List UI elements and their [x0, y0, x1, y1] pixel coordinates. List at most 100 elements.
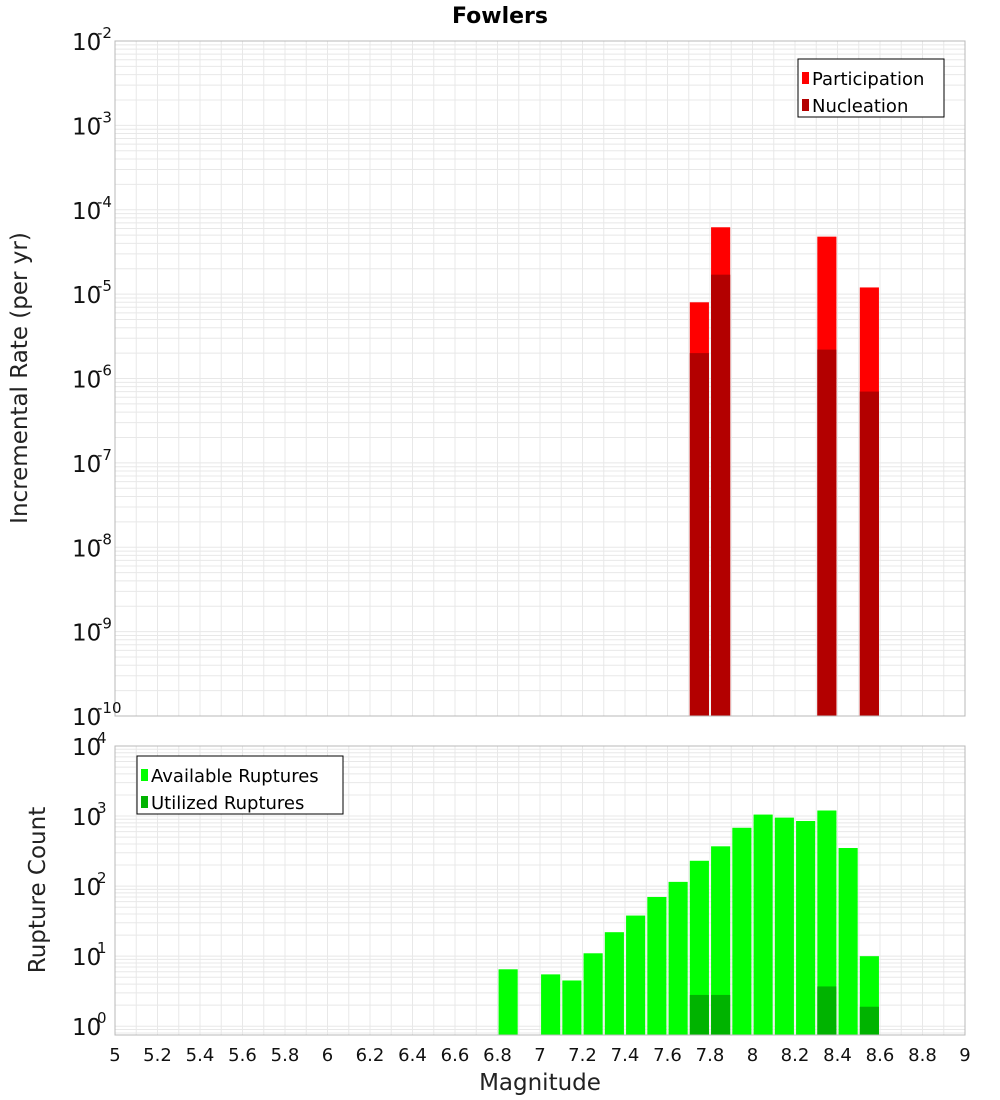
- y-tick-label: 102: [72, 869, 107, 901]
- available-bar: [838, 848, 858, 1035]
- y-tick-exponent: -5: [97, 277, 112, 295]
- x-tick-label: 7.2: [568, 1045, 597, 1066]
- y-tick-exponent: -10: [97, 699, 122, 717]
- legend-label: Nucleation: [812, 96, 908, 117]
- y-tick-label: 10-7: [72, 446, 112, 478]
- y-tick-exponent: 1: [97, 939, 107, 957]
- y-tick-exponent: 0: [97, 1009, 107, 1027]
- available-bar: [626, 915, 646, 1035]
- available-bar: [604, 932, 624, 1035]
- y-tick-base: 10: [72, 705, 101, 731]
- available-bar: [562, 980, 582, 1035]
- rates-y-axis-label: Incremental Rate (per yr): [7, 232, 33, 524]
- x-tick-label: 6.8: [483, 1045, 512, 1066]
- y-tick-exponent: -2: [97, 24, 112, 42]
- legend: Participation Nucleation: [797, 58, 945, 118]
- y-tick-label: 10-6: [72, 362, 112, 394]
- available-bar: [817, 810, 837, 1035]
- y-tick-base: 10: [72, 536, 101, 562]
- y-tick-label: 10-10: [72, 699, 122, 731]
- x-tick-label: 5.6: [228, 1045, 257, 1066]
- chart-title: Fowlers: [452, 4, 548, 29]
- x-tick-label: 7.4: [611, 1045, 640, 1066]
- available-bar: [498, 969, 518, 1035]
- y-tick-label: 10-8: [72, 530, 112, 562]
- y-tick-exponent: -7: [97, 446, 112, 464]
- x-tick-label: 6.6: [441, 1045, 470, 1066]
- legend-swatch: [802, 72, 809, 84]
- y-tick-label: 103: [72, 799, 107, 831]
- y-tick-base: 10: [72, 30, 101, 56]
- y-tick-label: 100: [72, 1009, 107, 1041]
- y-tick-exponent: 2: [97, 869, 107, 887]
- counts-y-axis-label: Rupture Count: [25, 807, 51, 973]
- x-tick-label: 5.4: [186, 1045, 215, 1066]
- x-tick-label: 7: [534, 1045, 545, 1066]
- available-bar: [796, 821, 816, 1035]
- y-tick-base: 10: [72, 735, 101, 761]
- nucleation-bar: [859, 391, 879, 716]
- x-tick-label: 8.8: [908, 1045, 937, 1066]
- y-tick-exponent: -8: [97, 530, 112, 548]
- rates-plot: 10-1010-910-810-710-610-510-410-310-2Par…: [72, 24, 966, 731]
- y-tick-exponent: -4: [97, 193, 112, 211]
- y-tick-base: 10: [72, 805, 101, 831]
- nucleation-bar: [817, 349, 837, 716]
- legend-label: Participation: [812, 69, 924, 90]
- legend-label: Available Ruptures: [151, 766, 319, 787]
- legend: Available Ruptures Utilized Ruptures: [136, 755, 344, 815]
- y-tick-label: 10-3: [72, 108, 112, 140]
- x-tick-label: 6.2: [356, 1045, 385, 1066]
- x-tick-label: 8.6: [866, 1045, 895, 1066]
- utilized-bar: [689, 994, 709, 1035]
- utilized-bar: [859, 1006, 879, 1035]
- available-bar: [732, 827, 752, 1035]
- legend-label: Utilized Ruptures: [151, 793, 304, 814]
- y-tick-label: 104: [72, 729, 107, 761]
- y-tick-base: 10: [72, 199, 101, 225]
- legend-swatch: [141, 769, 148, 781]
- y-tick-base: 10: [72, 368, 101, 394]
- x-axis-label: Magnitude: [479, 1070, 601, 1096]
- available-bar: [583, 953, 603, 1035]
- x-tick-label: 6: [322, 1045, 333, 1066]
- y-tick-exponent: -6: [97, 362, 112, 380]
- x-tick-label: 8.4: [823, 1045, 852, 1066]
- available-bar: [541, 974, 561, 1035]
- y-tick-base: 10: [72, 621, 101, 647]
- y-tick-base: 10: [72, 945, 101, 971]
- y-tick-exponent: 4: [97, 729, 107, 747]
- x-tick-label: 8: [747, 1045, 758, 1066]
- legend-swatch: [141, 796, 148, 808]
- utilized-bar: [711, 994, 731, 1035]
- y-tick-label: 101: [72, 939, 107, 971]
- x-tick-label: 5: [109, 1045, 120, 1066]
- plot-frame: [114, 745, 966, 1036]
- y-tick-base: 10: [72, 875, 101, 901]
- x-tick-label: 8.2: [781, 1045, 810, 1066]
- x-tick-label: 9: [959, 1045, 970, 1066]
- legend-box: [797, 58, 945, 118]
- x-tick-label: 5.8: [271, 1045, 300, 1066]
- y-tick-exponent: -9: [97, 615, 112, 633]
- y-tick-label: 10-5: [72, 277, 112, 309]
- available-bar: [668, 881, 688, 1035]
- nucleation-bar: [711, 274, 731, 716]
- x-tick-label: 5.2: [143, 1045, 172, 1066]
- available-bar: [753, 814, 773, 1035]
- utilized-bar: [817, 986, 837, 1035]
- x-tick-label: 7.6: [653, 1045, 682, 1066]
- y-tick-base: 10: [72, 114, 101, 140]
- legend-box: [136, 755, 344, 815]
- y-tick-label: 10-2: [72, 24, 112, 56]
- nucleation-bar: [689, 353, 709, 716]
- y-tick-exponent: 3: [97, 799, 107, 817]
- available-bar: [711, 846, 731, 1035]
- x-tick-label: 7.8: [696, 1045, 725, 1066]
- available-bar: [689, 860, 709, 1035]
- y-tick-base: 10: [72, 452, 101, 478]
- y-tick-base: 10: [72, 1015, 101, 1041]
- y-tick-exponent: -3: [97, 108, 112, 126]
